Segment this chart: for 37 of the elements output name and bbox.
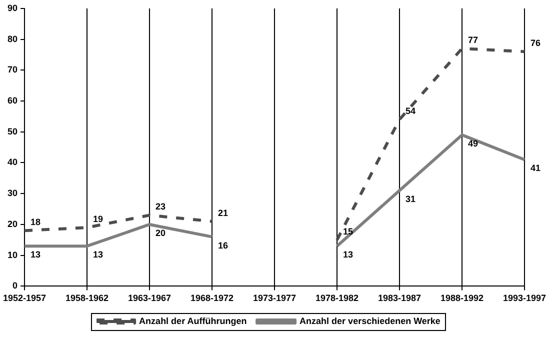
data-label: 23: [156, 202, 166, 212]
data-label: 16: [218, 240, 228, 250]
data-label: 13: [30, 250, 41, 260]
x-tick-label: 1983-1987: [378, 293, 422, 304]
data-label: 18: [30, 217, 41, 228]
y-tick-label: 80: [8, 34, 18, 44]
data-label: 49: [468, 138, 478, 148]
y-tick-label: 0: [12, 280, 18, 291]
data-label: 76: [530, 38, 540, 48]
x-tick-label: 1973-1977: [252, 293, 296, 304]
legend-label: Anzahl der verschiedenen Werke: [300, 316, 440, 326]
y-tick-label: 60: [8, 95, 18, 106]
data-label: 54: [405, 106, 416, 116]
y-tick-label: 50: [8, 126, 18, 136]
y-tick-label: 40: [8, 157, 18, 168]
y-tick-label: 90: [8, 2, 18, 13]
x-tick-label: 1958-1962: [65, 293, 109, 304]
data-label: 13: [93, 250, 104, 260]
data-label: 15: [342, 226, 354, 236]
x-tick-label: 1993-1997: [502, 293, 546, 304]
data-label: 19: [93, 214, 104, 224]
data-label: 41: [530, 163, 540, 174]
y-tick-label: 30: [8, 188, 18, 198]
legend-label: Anzahl der Aufführungen: [139, 316, 247, 326]
data-label: 31: [405, 194, 416, 204]
data-label: 13: [342, 250, 354, 260]
data-label: 77: [468, 35, 478, 46]
x-tick-label: 1988-1992: [440, 293, 484, 304]
x-tick-label: 1963-1967: [128, 293, 172, 304]
data-label: 20: [156, 228, 166, 238]
y-tick-label: 70: [8, 64, 18, 75]
x-tick-label: 1968-1972: [190, 293, 234, 304]
x-tick-label: 1952-1957: [2, 293, 46, 304]
x-tick-label: 1978-1982: [315, 293, 359, 304]
data-label: 21: [218, 208, 228, 218]
y-tick-label: 10: [8, 250, 18, 260]
y-tick-label: 20: [8, 218, 18, 229]
